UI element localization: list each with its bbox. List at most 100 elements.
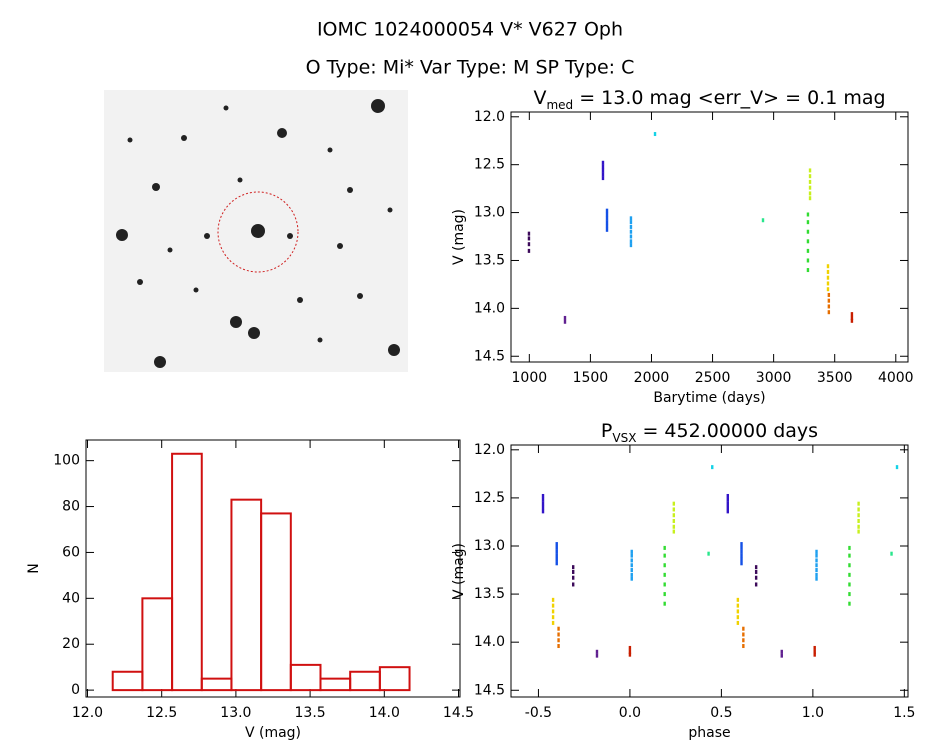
data-point [815, 568, 818, 573]
star [167, 247, 173, 253]
data-point [895, 465, 899, 470]
y-tick-label: 14.0 [474, 300, 505, 316]
data-point [630, 553, 633, 558]
data-point [780, 649, 783, 654]
y-tick-label: 100 [53, 453, 80, 469]
star [248, 327, 260, 339]
data-point [555, 545, 558, 550]
x-tick-label: 3000 [756, 370, 792, 386]
data-point [563, 319, 567, 324]
data-point [707, 551, 710, 556]
data-point [742, 626, 745, 631]
data-point [848, 563, 851, 568]
data-point [663, 563, 666, 568]
data-point [808, 185, 812, 190]
y-axis-label: V (mag) [451, 543, 467, 599]
data-point [551, 620, 555, 625]
data-point [736, 597, 740, 602]
data-point [740, 549, 743, 554]
data-point [601, 176, 605, 181]
y-tick-label: 60 [62, 544, 80, 560]
data-point [629, 229, 633, 234]
data-point [629, 239, 633, 244]
star [251, 224, 265, 238]
data-point [527, 248, 531, 253]
data-point [630, 568, 633, 573]
data-point [740, 561, 743, 566]
data-point [672, 507, 676, 512]
data-point [736, 615, 740, 620]
data-point [808, 174, 812, 179]
data-point [736, 609, 740, 614]
y-tick-label: 14.5 [474, 682, 505, 698]
data-point [555, 561, 558, 566]
title-part: = 452.00000 days [636, 420, 818, 442]
data-point [653, 132, 657, 137]
title-part: med [546, 98, 573, 112]
data-point [572, 575, 575, 580]
data-point [826, 264, 830, 269]
data-point [605, 216, 609, 221]
data-point [850, 315, 854, 320]
data-point [848, 553, 851, 558]
figure-subtitle: O Type: Mi* Var Type: M SP Type: C [306, 57, 635, 79]
chart-title: PVSX = 452.00000 days [601, 420, 818, 445]
y-tick-label: 13.5 [474, 586, 505, 602]
data-point [826, 281, 830, 286]
data-point [848, 592, 851, 597]
y-tick-label: 14.0 [474, 634, 505, 650]
data-point [555, 542, 558, 547]
data-point [815, 558, 818, 563]
data-point [857, 501, 860, 506]
x-tick-label: 1000 [512, 370, 548, 386]
data-point [806, 239, 810, 244]
y-tick-label: 40 [62, 590, 80, 606]
data-point [754, 582, 758, 587]
x-axis-label: phase [688, 725, 730, 741]
data-point [541, 493, 545, 498]
x-tick-label: 0.5 [710, 705, 732, 721]
data-point [740, 557, 743, 562]
plot-frame [510, 444, 909, 698]
title-part: VSX [612, 431, 636, 445]
data-point [736, 620, 740, 625]
data-point [672, 524, 676, 529]
x-tick-label: 0.0 [619, 705, 641, 721]
data-point [726, 493, 729, 498]
data-point [605, 220, 609, 225]
star [127, 137, 133, 143]
x-tick-label: 3500 [817, 370, 853, 386]
x-axis-label: V (mag) [245, 725, 301, 741]
data-point [711, 465, 714, 470]
histogram-bar [260, 512, 292, 692]
data-point [557, 638, 560, 643]
data-point [551, 597, 555, 602]
star [152, 183, 160, 191]
data-point [827, 310, 831, 315]
data-point [726, 509, 729, 514]
data-point [629, 216, 633, 221]
data-point [815, 572, 818, 577]
data-point [572, 582, 575, 587]
data-point [761, 218, 765, 223]
data-point [572, 569, 575, 574]
data-point [806, 248, 810, 253]
x-axis-label: Barytime (days) [653, 390, 765, 406]
data-point [541, 497, 545, 502]
star [317, 337, 323, 343]
data-point [605, 212, 609, 217]
sky-image [104, 90, 408, 372]
data-point [857, 529, 860, 534]
data-point [808, 168, 812, 173]
title-part: = 13.0 mag <err_V> = 0.1 mag [573, 87, 885, 109]
data-point [605, 223, 609, 228]
data-point [672, 529, 676, 534]
x-tick-label: 1500 [573, 370, 609, 386]
data-point [663, 545, 666, 550]
x-tick-label: 2500 [695, 370, 731, 386]
y-tick-label: 80 [62, 499, 80, 515]
star [371, 99, 385, 113]
data-point [740, 545, 743, 550]
data-point [555, 557, 558, 562]
star [137, 279, 143, 285]
